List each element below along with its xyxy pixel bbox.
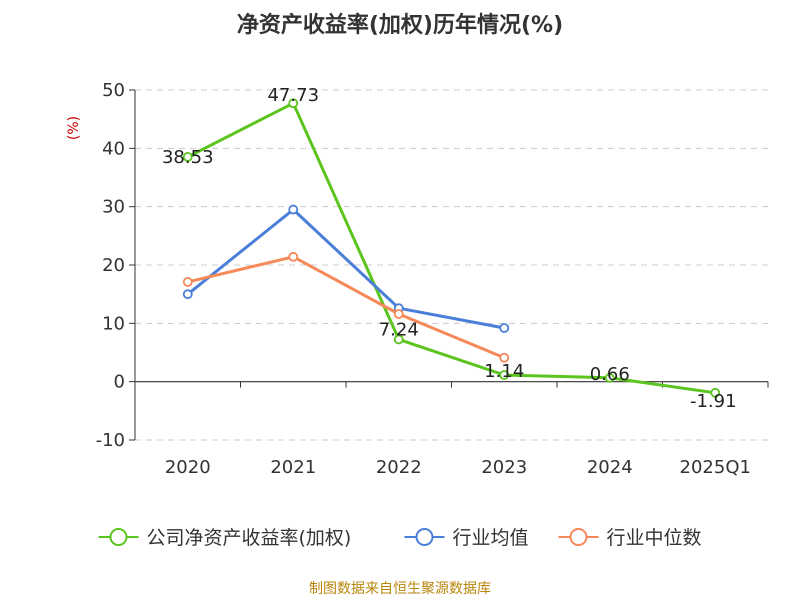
data-label: 7.24 [379, 319, 419, 340]
x-tick-label: 2020 [165, 457, 211, 478]
legend-label: 行业均值 [453, 527, 529, 549]
data-point [182, 152, 193, 162]
legend-marker [569, 528, 588, 546]
legend-label: 行业中位数 [607, 527, 702, 549]
x-tick-label: 2021 [270, 457, 316, 478]
y-tick-label: 50 [102, 80, 125, 101]
x-tick-label: 2024 [587, 457, 633, 478]
axes: 50 40 30 20 10 0 -10 2020 2021 2022 2023 2024 2025Q1 [96, 80, 769, 478]
y-axis-unit-label: (%) [66, 116, 82, 140]
x-tick-label: 2023 [481, 457, 527, 478]
data-point [499, 323, 510, 333]
y-tick-label: 10 [102, 313, 125, 334]
legend-label: 公司净资产收益率(加权) [147, 527, 352, 549]
chart-title: 净资产收益率(加权)历年情况(%) [237, 12, 563, 38]
data-point [499, 352, 510, 363]
series-lines [182, 98, 721, 398]
data-point [288, 251, 299, 262]
source-note: 制图数据来自恒生聚源数据库 [309, 581, 491, 597]
data-point [393, 309, 404, 319]
y-tick-label: 40 [102, 138, 125, 159]
x-tick-label: 2025Q1 [680, 457, 751, 478]
data-label: 0.66 [590, 364, 630, 385]
data-label: 1.14 [484, 361, 524, 382]
data-point [393, 334, 404, 345]
x-tick-label: 2022 [376, 457, 422, 478]
data-point [182, 277, 193, 287]
y-tick-label: -10 [96, 430, 125, 451]
legend-marker [109, 528, 128, 546]
series-line [186, 208, 505, 330]
legend: 公司净资产收益率(加权) 行业均值 行业中位数 [98, 527, 702, 549]
data-label: 47.73 [267, 85, 319, 106]
data-point [182, 289, 193, 300]
data-point [604, 372, 615, 383]
data-point [499, 370, 510, 380]
data-label: 38.53 [162, 147, 214, 168]
y-tick-label: 30 [102, 197, 125, 218]
data-labels: 38.53 47.73 7.24 1.14 0.66 -1.91 [162, 85, 737, 412]
y-tick-label: 20 [102, 255, 125, 276]
data-point [288, 98, 299, 109]
y-tick-label: 0 [114, 372, 125, 393]
data-label: -1.91 [690, 391, 737, 412]
series-line [187, 101, 716, 395]
data-point [710, 387, 721, 398]
series-line [187, 255, 505, 360]
legend-marker [415, 528, 434, 546]
data-point [288, 204, 299, 215]
